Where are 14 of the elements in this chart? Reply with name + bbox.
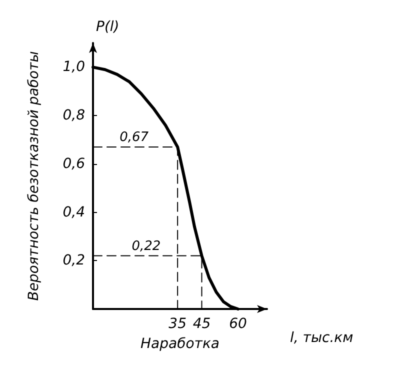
annotation: 0,67 — [120, 130, 150, 145]
x-tick-label: 45 — [192, 316, 211, 332]
y-tick-label: 0,2 — [62, 252, 86, 269]
y-tick-label: 0,4 — [62, 204, 85, 220]
text: P(l) — [96, 19, 120, 35]
x-axis-title: Наработка — [140, 336, 220, 352]
y-tick-label: 0,8 — [62, 108, 86, 124]
y-axis-title: Вероятность безотказной работы — [26, 51, 42, 301]
y-tick-label: 1,0 — [62, 59, 86, 76]
y-tick-label: 0,6 — [62, 156, 86, 172]
x-tick-label: 60 — [229, 316, 247, 332]
x-tick-label: 35 — [168, 316, 187, 332]
annotation: 0,22 — [132, 238, 161, 254]
text: l, тыс.км — [290, 330, 354, 346]
